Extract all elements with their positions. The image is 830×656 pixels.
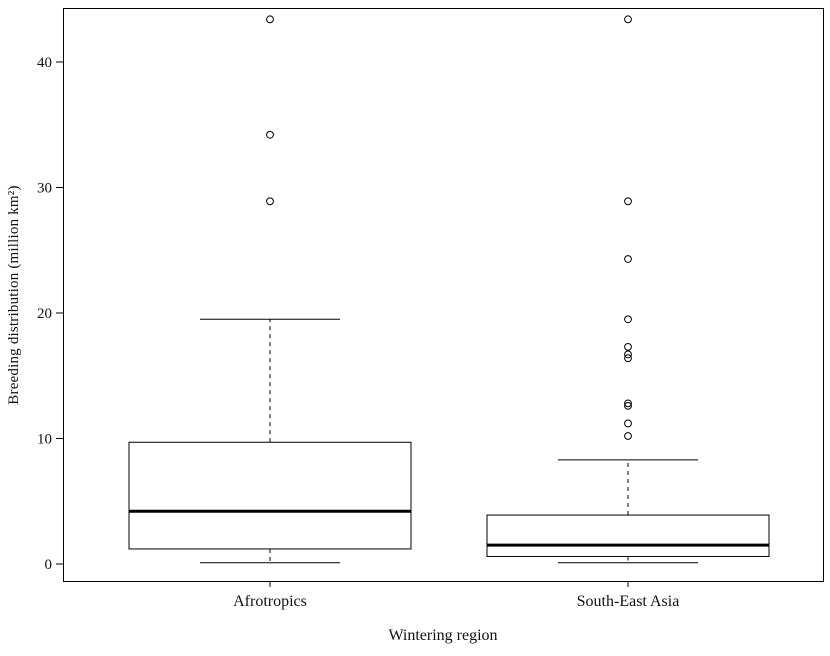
outlier-point xyxy=(266,130,274,139)
outlier-point xyxy=(624,419,632,428)
outlier-point xyxy=(624,197,632,206)
outlier-point xyxy=(624,342,632,351)
outlier-point xyxy=(624,315,632,324)
category-label: South-East Asia xyxy=(577,593,680,610)
y-tick-label: 20 xyxy=(37,306,52,322)
outlier-point xyxy=(624,354,632,363)
outlier-point xyxy=(624,255,632,263)
outlier-point xyxy=(624,399,632,408)
y-axis-title: Breeding distribution (million km²) xyxy=(6,185,22,404)
outlier-point xyxy=(624,350,632,359)
plot-border xyxy=(63,8,824,582)
iqr-box xyxy=(128,441,412,550)
x-axis-title: Wintering region xyxy=(388,627,497,644)
y-tick-label: 40 xyxy=(37,55,52,71)
outlier-point xyxy=(624,15,632,24)
outlier-point xyxy=(624,432,632,440)
y-tick-label: 0 xyxy=(45,557,53,573)
y-tick-label: 10 xyxy=(37,432,52,448)
category-label: Afrotropics xyxy=(233,593,307,610)
outlier-point xyxy=(624,401,632,410)
outlier-point xyxy=(266,15,274,24)
outlier-point xyxy=(266,197,274,206)
y-tick-label: 30 xyxy=(37,181,52,197)
iqr-box xyxy=(486,514,770,557)
